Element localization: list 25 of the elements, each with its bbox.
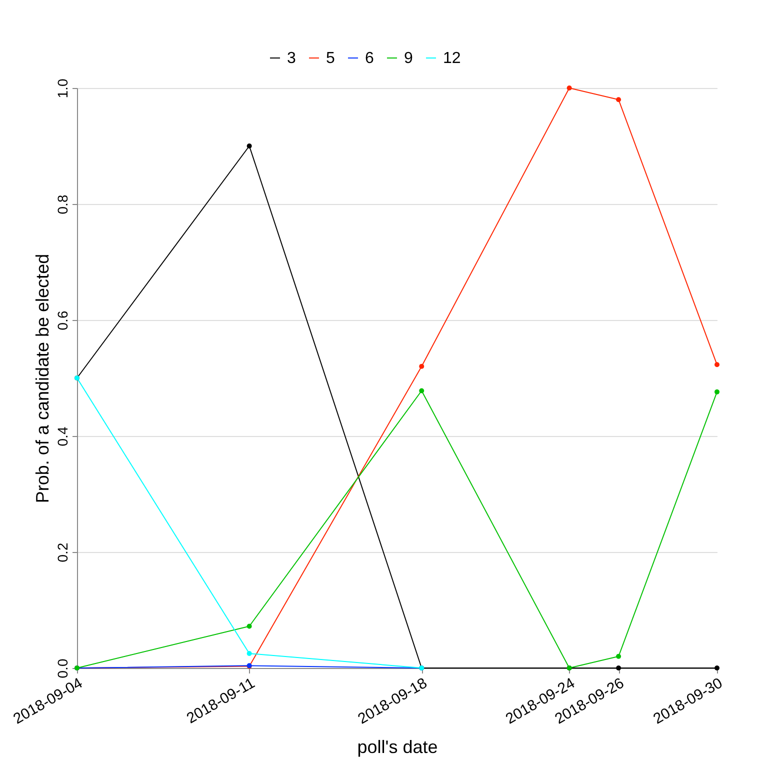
point (246, 144, 252, 148)
point (714, 389, 720, 394)
point (616, 97, 622, 102)
point (246, 651, 252, 656)
y-tick-label: 1.0 (54, 78, 70, 98)
point (566, 86, 572, 90)
y-tick-label: 0.2 (54, 542, 70, 562)
point (419, 364, 424, 369)
y-tick-label: 0.6 (54, 310, 70, 330)
y-tick-label: 0.8 (54, 194, 70, 214)
point (616, 666, 622, 670)
point (246, 624, 252, 629)
legend-label: 3 (287, 50, 296, 67)
x-axis-title: poll's date (357, 736, 438, 757)
y-tick-label: 0.4 (54, 426, 70, 446)
point (714, 362, 720, 368)
legend-label: 12 (443, 50, 461, 67)
point (419, 388, 424, 394)
legend-label: 9 (404, 50, 413, 67)
legend-label: 5 (326, 50, 335, 67)
legend-label: 6 (365, 50, 374, 67)
point (714, 666, 720, 670)
y-tick-label: 0.0 (54, 658, 70, 678)
y-axis-title: Prob. of a candidate be elected (32, 254, 52, 504)
point (616, 654, 622, 659)
